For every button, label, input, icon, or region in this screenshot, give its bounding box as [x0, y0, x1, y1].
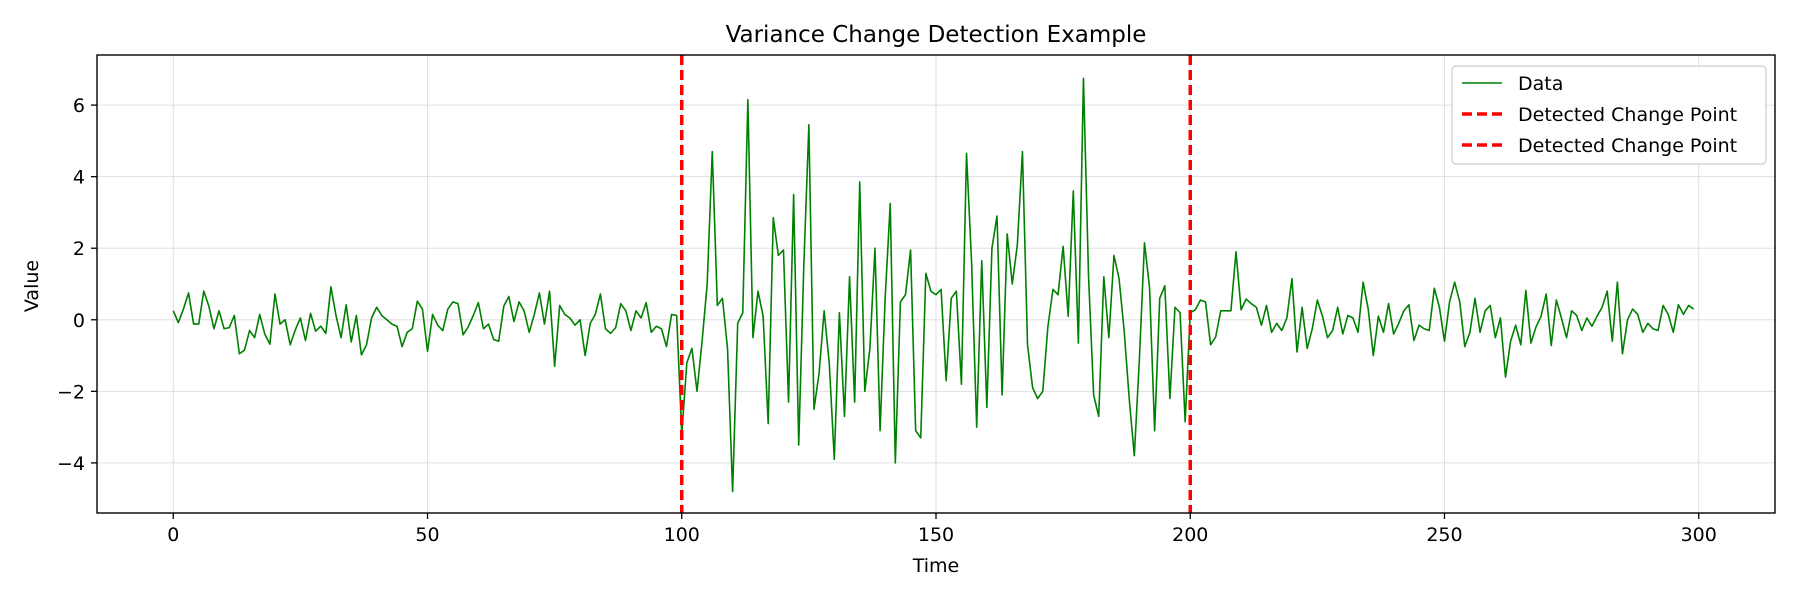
legend-label-data: Data [1518, 73, 1563, 95]
y-tick-label-0: −4 [57, 453, 85, 475]
x-tick-label-2: 100 [664, 524, 700, 546]
x-axis-ticks: 0 50 100 150 200 250 300 [167, 513, 1717, 546]
legend-label-change-point-2: Detected Change Point [1518, 135, 1737, 157]
y-axis-ticks: −4 −2 0 2 4 6 [57, 95, 97, 475]
x-tick-label-4: 200 [1172, 524, 1208, 546]
chart-title: Variance Change Detection Example [726, 22, 1147, 48]
y-tick-label-2: 0 [73, 310, 85, 332]
x-tick-label-0: 0 [167, 524, 179, 546]
change-point-lines [680, 55, 1192, 513]
y-tick-label-5: 6 [73, 95, 85, 117]
x-tick-label-6: 300 [1681, 524, 1717, 546]
legend-label-change-point-1: Detected Change Point [1518, 104, 1737, 126]
x-tick-label-5: 250 [1426, 524, 1462, 546]
plot-region [172, 55, 1695, 513]
y-tick-label-1: −2 [57, 381, 85, 403]
x-tick-label-3: 150 [918, 524, 954, 546]
legend: Data Detected Change Point Detected Chan… [1451, 65, 1767, 165]
legend-box [1451, 65, 1767, 165]
data-series-line [172, 77, 1695, 493]
y-tick-label-3: 2 [73, 238, 85, 260]
y-tick-label-4: 4 [73, 167, 85, 189]
x-tick-label-1: 50 [415, 524, 439, 546]
y-axis-label: Value [21, 260, 43, 312]
x-axis-label: Time [912, 555, 960, 577]
